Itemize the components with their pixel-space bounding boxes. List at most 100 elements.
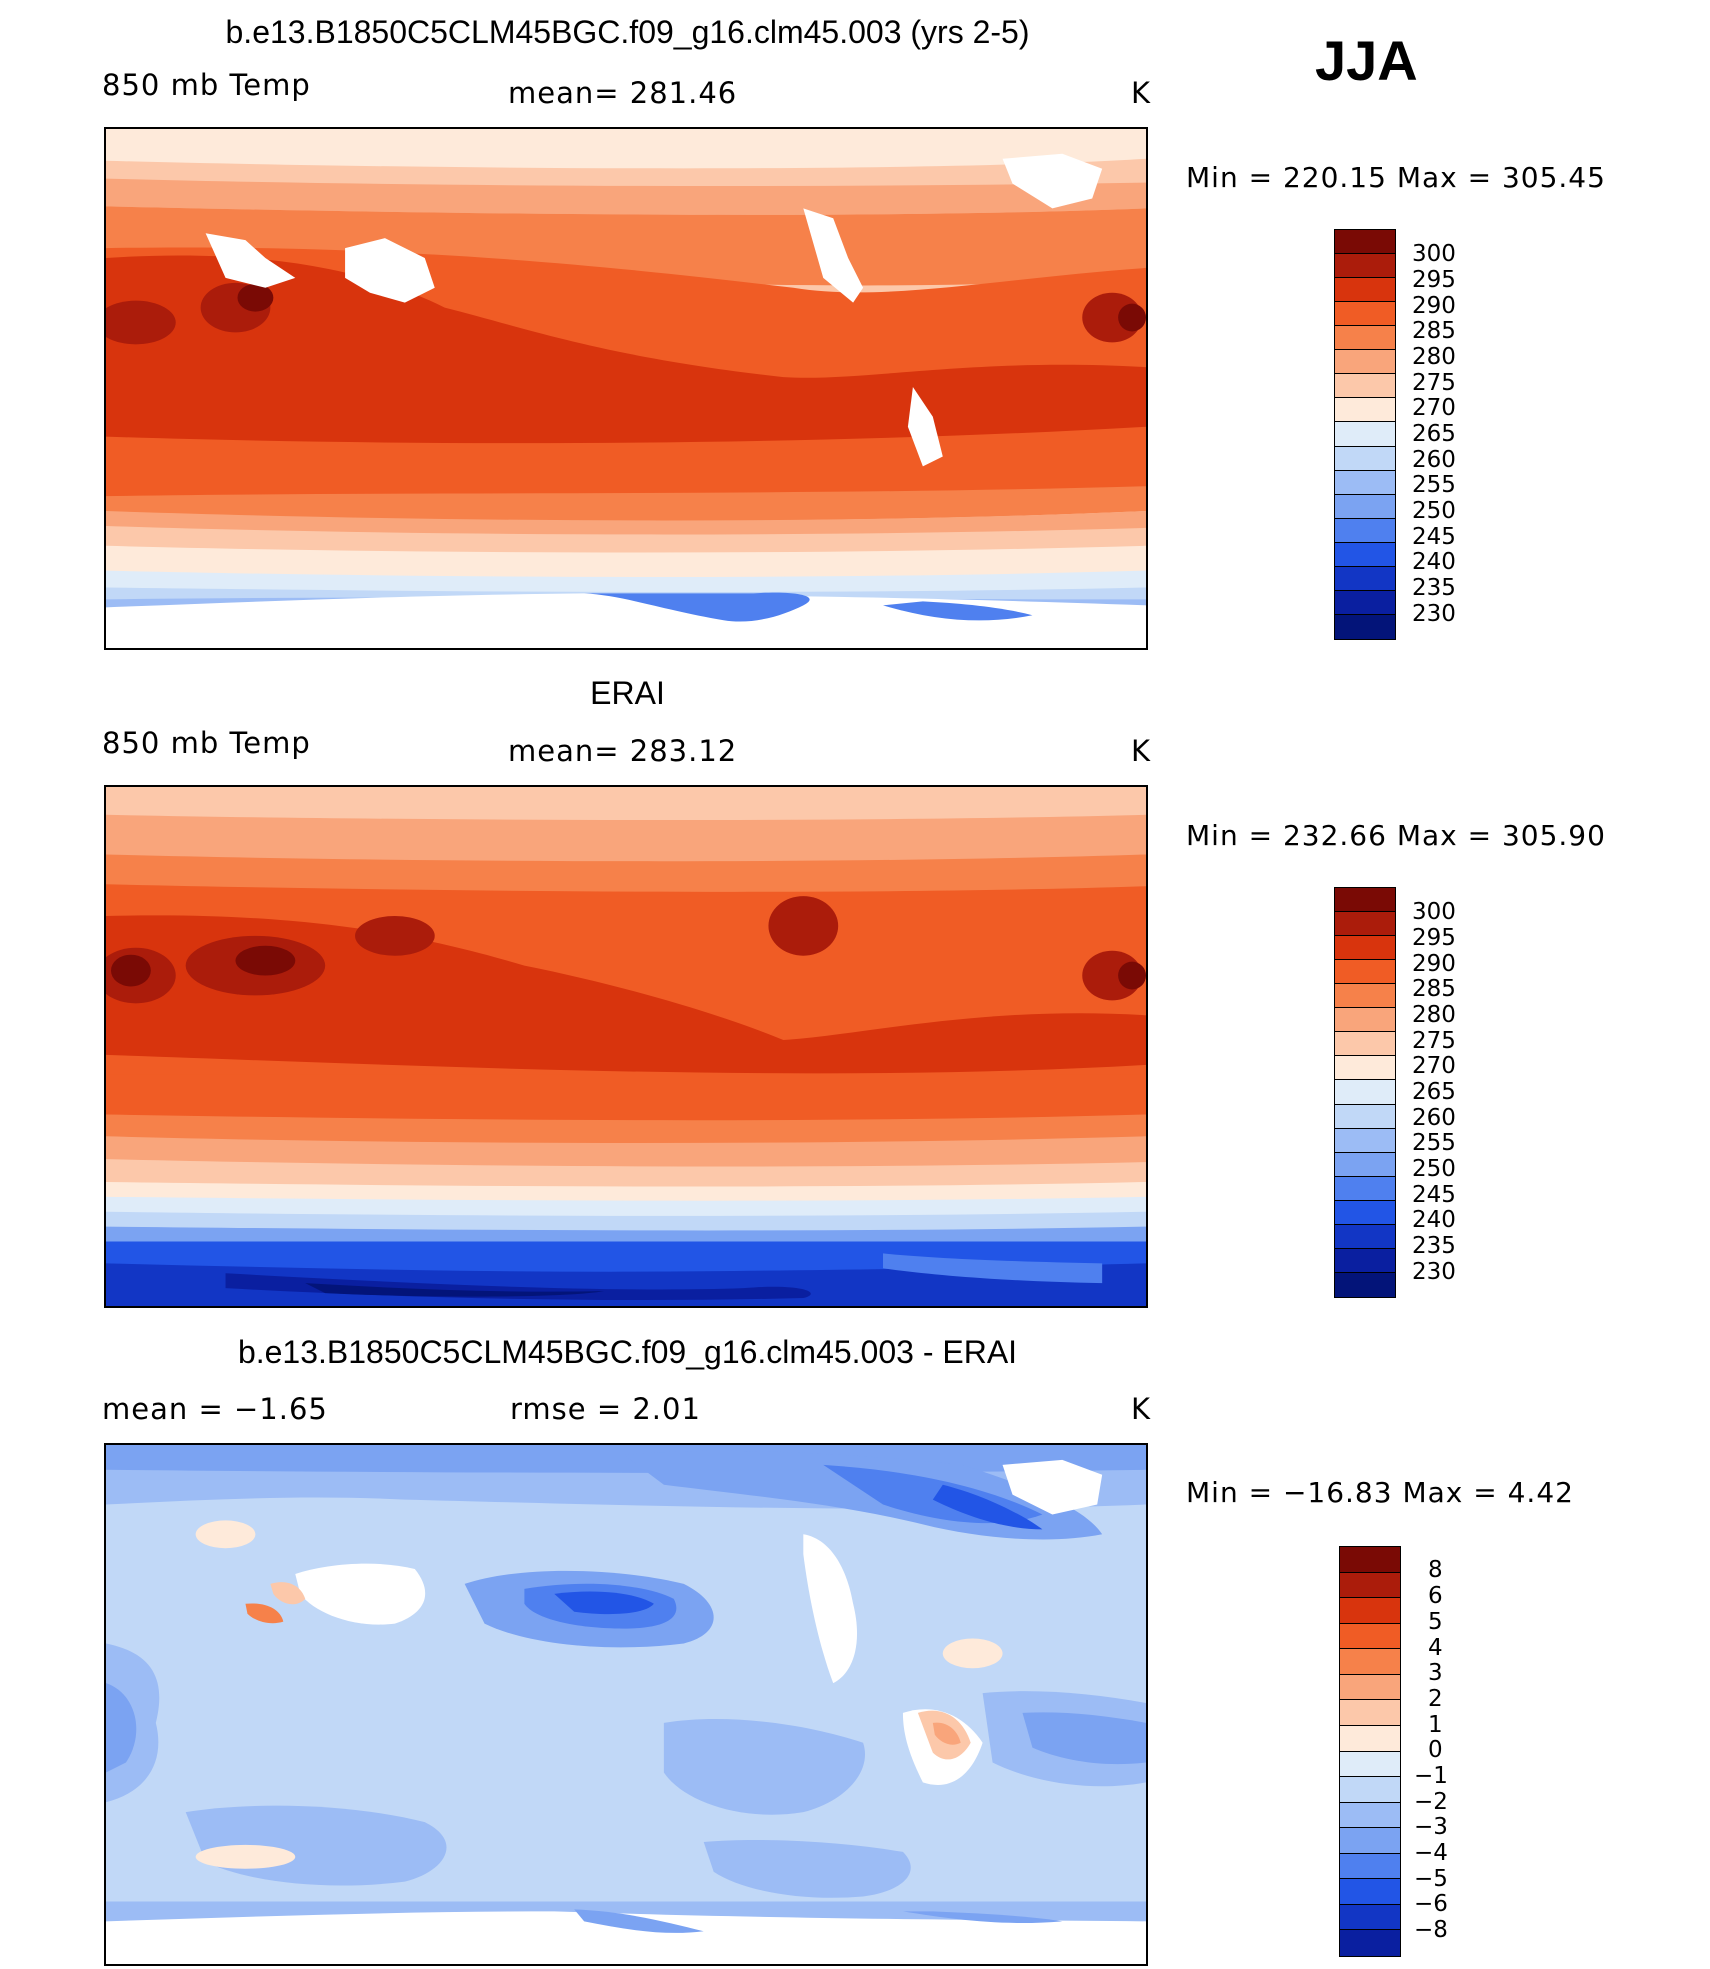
panel-obs-cbar-tick: 250 xyxy=(1412,1156,1456,1182)
colorbar-swatch xyxy=(1335,1224,1395,1249)
panel-diff-cbar-tick: 1 xyxy=(1428,1712,1443,1738)
colorbar-swatch xyxy=(1340,1649,1400,1675)
colorbar-swatch xyxy=(1335,960,1395,985)
panel-model-cbar-tick: 270 xyxy=(1412,395,1456,421)
panel-diff-cbar-tick: 2 xyxy=(1428,1686,1443,1712)
colorbar-swatch xyxy=(1335,1152,1395,1177)
panel-obs-cbar-tick: 295 xyxy=(1412,925,1456,951)
panel-model-map xyxy=(104,127,1148,650)
colorbar-swatch xyxy=(1335,422,1395,447)
panel-diff-cbar-tick: 6 xyxy=(1428,1583,1443,1609)
colorbar-swatch xyxy=(1335,1032,1395,1057)
panel-obs-cbar-tick: 265 xyxy=(1412,1079,1456,1105)
season-label: JJA xyxy=(1315,29,1418,92)
colorbar-swatch xyxy=(1335,1008,1395,1033)
panel-diff-colorbar xyxy=(1339,1546,1401,1957)
panel-obs-cbar-tick: 255 xyxy=(1412,1130,1456,1156)
panel-obs-cbar-tick: 285 xyxy=(1412,976,1456,1002)
colorbar-swatch xyxy=(1335,1104,1395,1129)
panel-obs-cbar-tick: 260 xyxy=(1412,1105,1456,1131)
panel-model-cbar-tick: 295 xyxy=(1412,267,1456,293)
panel-model-cbar-tick: 235 xyxy=(1412,575,1456,601)
panel-obs-cbar-tick: 275 xyxy=(1412,1028,1456,1054)
colorbar-swatch xyxy=(1335,374,1395,399)
panel-model-variable-label: 850 mb Temp xyxy=(102,68,311,102)
colorbar-swatch xyxy=(1340,1598,1400,1624)
panel-diff-title: b.e13.B1850C5CLM45BGC.f09_g16.clm45.003 … xyxy=(237,1334,1018,1370)
panel-model-map-plot xyxy=(106,129,1146,648)
colorbar-swatch xyxy=(1335,984,1395,1009)
panel-obs-map-plot xyxy=(106,787,1146,1306)
colorbar-swatch xyxy=(1335,278,1395,303)
colorbar-swatch xyxy=(1335,494,1395,519)
panel-model-title: b.e13.B1850C5CLM45BGC.f09_g16.clm45.003 … xyxy=(225,14,1030,50)
colorbar-swatch xyxy=(1335,1272,1395,1297)
colorbar-swatch xyxy=(1340,1904,1400,1931)
colorbar-swatch xyxy=(1340,1828,1400,1854)
panel-diff-mean-label: mean = −1.65 xyxy=(102,1392,328,1426)
panel-model-minmax-label: Min = 220.15 Max = 305.45 xyxy=(1186,161,1606,194)
colorbar-swatch xyxy=(1335,1128,1395,1153)
colorbar-swatch xyxy=(1335,518,1395,543)
colorbar-swatch xyxy=(1340,1623,1400,1650)
colorbar-swatch xyxy=(1335,888,1395,913)
colorbar-swatch xyxy=(1335,542,1395,567)
colorbar-swatch xyxy=(1335,1056,1395,1081)
colorbar-swatch xyxy=(1335,446,1395,471)
panel-diff-rmse-label: rmse = 2.01 xyxy=(510,1392,701,1426)
panel-diff-cbar-tick: 3 xyxy=(1428,1660,1443,1686)
panel-obs-title: ERAI xyxy=(590,675,665,711)
colorbar-swatch xyxy=(1335,614,1395,639)
colorbar-swatch xyxy=(1335,1200,1395,1225)
panel-obs-cbar-tick: 245 xyxy=(1412,1182,1456,1208)
panel-obs-cbar-tick: 240 xyxy=(1412,1207,1456,1233)
panel-obs-cbar-tick: 270 xyxy=(1412,1053,1456,1079)
panel-diff-cbar-tick: −3 xyxy=(1414,1814,1448,1840)
colorbar-swatch xyxy=(1340,1572,1400,1599)
panel-diff-cbar-tick: −4 xyxy=(1414,1840,1448,1866)
panel-obs-units-label: K xyxy=(1131,734,1152,768)
colorbar-swatch xyxy=(1335,398,1395,423)
panel-diff-cbar-tick: −6 xyxy=(1414,1891,1448,1917)
panel-diff-cbar-tick: −2 xyxy=(1414,1789,1448,1815)
colorbar-swatch xyxy=(1340,1751,1400,1778)
colorbar-swatch xyxy=(1335,1248,1395,1273)
panel-model-cbar-tick: 240 xyxy=(1412,549,1456,575)
colorbar-swatch xyxy=(1335,470,1395,495)
panel-diff-cbar-tick: 0 xyxy=(1428,1737,1443,1763)
panel-diff-cbar-tick: 8 xyxy=(1428,1557,1443,1583)
colorbar-swatch xyxy=(1335,912,1395,937)
colorbar-swatch xyxy=(1340,1725,1400,1752)
panel-diff-units-label: K xyxy=(1131,1392,1152,1426)
panel-obs-variable-label: 850 mb Temp xyxy=(102,726,311,760)
colorbar-swatch xyxy=(1340,1853,1400,1880)
colorbar-swatch xyxy=(1335,350,1395,375)
panel-model-colorbar xyxy=(1334,229,1396,640)
panel-diff-minmax-label: Min = −16.83 Max = 4.42 xyxy=(1186,1476,1574,1509)
colorbar-swatch xyxy=(1335,1080,1395,1105)
panel-obs-cbar-tick: 235 xyxy=(1412,1233,1456,1259)
panel-model-cbar-tick: 285 xyxy=(1412,318,1456,344)
colorbar-swatch xyxy=(1335,590,1395,615)
colorbar-swatch xyxy=(1340,1802,1400,1829)
panel-model-cbar-tick: 265 xyxy=(1412,421,1456,447)
panel-diff-cbar-tick: −5 xyxy=(1414,1866,1448,1892)
panel-obs-cbar-tick: 230 xyxy=(1412,1259,1456,1285)
colorbar-swatch xyxy=(1340,1777,1400,1803)
colorbar-swatch xyxy=(1340,1674,1400,1701)
panel-obs-mean-label: mean= 283.12 xyxy=(508,734,738,768)
panel-model-cbar-tick: 280 xyxy=(1412,344,1456,370)
panel-model-cbar-tick: 230 xyxy=(1412,601,1456,627)
panel-model-cbar-tick: 290 xyxy=(1412,293,1456,319)
colorbar-swatch xyxy=(1335,254,1395,279)
panel-model-mean-label: mean= 281.46 xyxy=(508,76,738,110)
panel-obs-minmax-label: Min = 232.66 Max = 305.90 xyxy=(1186,819,1606,852)
colorbar-swatch xyxy=(1335,1176,1395,1201)
panel-model-cbar-tick: 245 xyxy=(1412,524,1456,550)
panel-diff-cbar-tick: −1 xyxy=(1414,1763,1448,1789)
panel-model-cbar-tick: 260 xyxy=(1412,447,1456,473)
colorbar-swatch xyxy=(1340,1547,1400,1573)
panel-diff-cbar-tick: −8 xyxy=(1414,1917,1448,1943)
colorbar-swatch xyxy=(1335,326,1395,351)
panel-obs-cbar-tick: 300 xyxy=(1412,899,1456,925)
